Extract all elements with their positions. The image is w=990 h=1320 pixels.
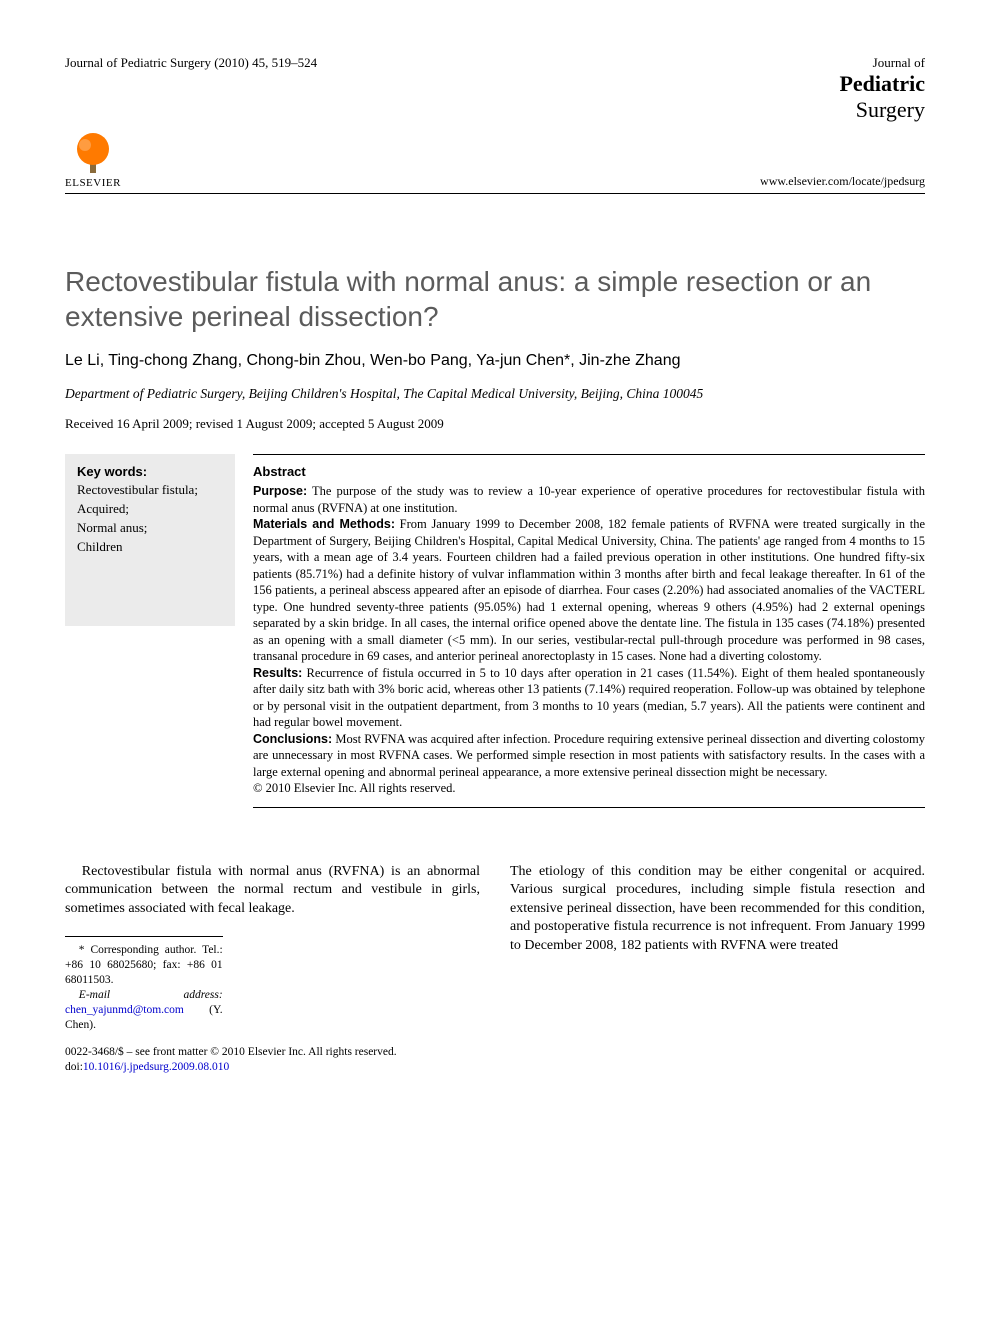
- corresponding-author-note: * Corresponding author. Tel.: +86 10 680…: [65, 943, 223, 988]
- keyword-item: Children: [77, 538, 223, 557]
- conclusions-text: Most RVFNA was acquired after infection.…: [253, 732, 925, 779]
- affiliation: Department of Pediatric Surgery, Beijing…: [65, 386, 925, 402]
- page-header: Journal of Pediatric Surgery (2010) 45, …: [65, 55, 925, 123]
- methods-label: Materials and Methods:: [253, 517, 395, 531]
- doi-prefix: doi:: [65, 1061, 83, 1073]
- abstract-copyright: © 2010 Elsevier Inc. All rights reserved…: [253, 780, 925, 797]
- body-col-right: The etiology of this condition may be ei…: [510, 863, 925, 1075]
- front-matter: 0022-3468/$ – see front matter © 2010 El…: [65, 1045, 480, 1075]
- article-dates: Received 16 April 2009; revised 1 August…: [65, 416, 925, 432]
- article-title: Rectovestibular fistula with normal anus…: [65, 264, 925, 334]
- abstract-methods: Materials and Methods: From January 1999…: [253, 516, 925, 665]
- doi-link[interactable]: 10.1016/j.jpedsurg.2009.08.010: [83, 1061, 229, 1073]
- keywords-abstract-row: Key words: Rectovestibular fistula; Acqu…: [65, 454, 925, 808]
- keywords-heading: Key words:: [77, 464, 223, 479]
- publisher-logo: ELSEVIER: [65, 131, 121, 189]
- body-paragraph: The etiology of this condition may be ei…: [510, 863, 925, 955]
- publisher-row: ELSEVIER www.elsevier.com/locate/jpedsur…: [65, 131, 925, 189]
- methods-text: From January 1999 to December 2008, 182 …: [253, 517, 925, 663]
- keyword-item: Rectovestibular fistula;: [77, 481, 223, 500]
- email-link[interactable]: chen_yajunmd@tom.com: [65, 1004, 184, 1016]
- purpose-text: The purpose of the study was to review a…: [253, 484, 925, 515]
- header-rule: [65, 193, 925, 194]
- body-columns: Rectovestibular fistula with normal anus…: [65, 863, 925, 1075]
- body-paragraph: Rectovestibular fistula with normal anus…: [65, 863, 480, 918]
- email-line: E-mail address: chen_yajunmd@tom.com (Y.…: [65, 988, 223, 1033]
- conclusions-label: Conclusions:: [253, 732, 332, 746]
- purpose-label: Purpose:: [253, 484, 307, 498]
- journal-url[interactable]: www.elsevier.com/locate/jpedsurg: [760, 174, 925, 189]
- author-list: Le Li, Ting-chong Zhang, Chong-bin Zhou,…: [65, 352, 925, 370]
- elsevier-tree-icon: [73, 131, 113, 175]
- journal-line-1: Journal of: [839, 55, 925, 71]
- results-label: Results:: [253, 666, 302, 680]
- keyword-item: Acquired;: [77, 500, 223, 519]
- abstract-heading: Abstract: [253, 463, 925, 480]
- journal-line-3: Surgery: [839, 97, 925, 123]
- front-matter-line: 0022-3468/$ – see front matter © 2010 El…: [65, 1045, 480, 1060]
- publisher-name: ELSEVIER: [65, 177, 121, 189]
- journal-line-2: Pediatric: [839, 71, 925, 97]
- journal-branding: Journal of Pediatric Surgery: [839, 55, 925, 123]
- doi-line: doi:10.1016/j.jpedsurg.2009.08.010: [65, 1060, 480, 1075]
- keyword-item: Normal anus;: [77, 519, 223, 538]
- email-label: E-mail address:: [79, 989, 223, 1001]
- abstract-conclusions: Conclusions: Most RVFNA was acquired aft…: [253, 731, 925, 781]
- keywords-box: Key words: Rectovestibular fistula; Acqu…: [65, 454, 235, 626]
- footnotes: * Corresponding author. Tel.: +86 10 680…: [65, 936, 223, 1033]
- results-text: Recurrence of fistula occurred in 5 to 1…: [253, 666, 925, 730]
- abstract-box: Abstract Purpose: The purpose of the stu…: [253, 454, 925, 808]
- abstract-results: Results: Recurrence of fistula occurred …: [253, 665, 925, 731]
- citation-text: Journal of Pediatric Surgery (2010) 45, …: [65, 55, 317, 71]
- body-col-left: Rectovestibular fistula with normal anus…: [65, 863, 480, 1075]
- abstract-purpose: Purpose: The purpose of the study was to…: [253, 483, 925, 516]
